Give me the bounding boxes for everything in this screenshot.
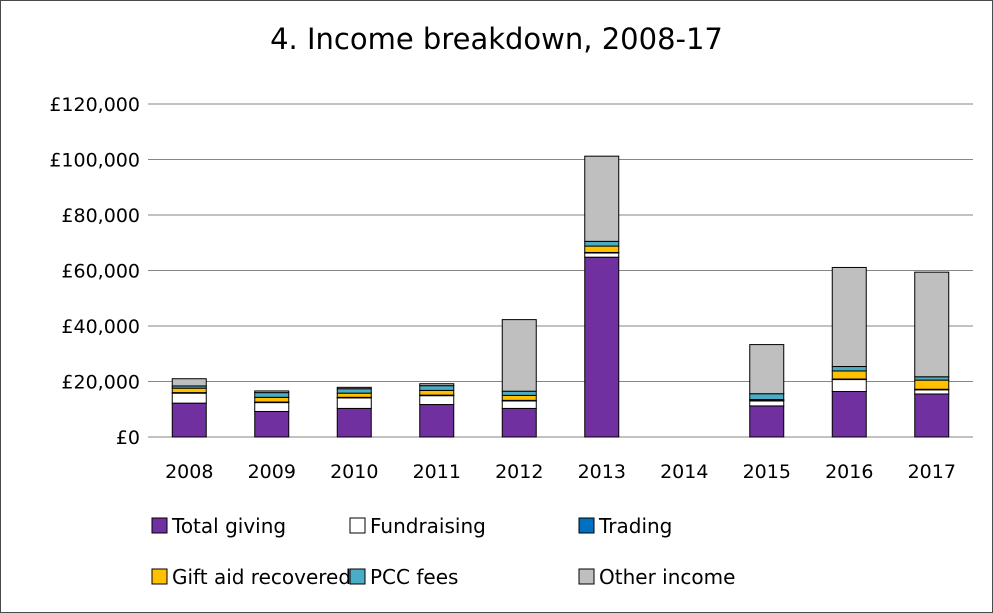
legend-swatch: [151, 568, 168, 585]
bar-segment: [831, 370, 867, 380]
bar-segment: [336, 392, 372, 398]
x-tick-label: 2012: [495, 461, 543, 483]
bar-segment: [914, 379, 950, 390]
bar-segment: [831, 266, 867, 368]
bar-segment: [501, 390, 537, 396]
y-tick-label: £20,000: [61, 372, 140, 394]
bar-segment: [749, 405, 785, 438]
y-axis-ticks: £0 £20,000 £40,000 £60,000 £80,000 £100,000 £1…: [49, 94, 140, 449]
bar-segment: [419, 385, 455, 391]
bar-segment: [584, 245, 620, 253]
x-tick-label: 2017: [908, 461, 956, 483]
bar-segment: [749, 344, 785, 395]
bar-segment: [584, 256, 620, 438]
x-tick-label: 2011: [413, 461, 461, 483]
bar-segment: [336, 397, 372, 409]
legend-label: Trading: [598, 514, 672, 538]
bar-segment: [749, 400, 785, 407]
chart-title: 4. Income breakdown, 2008-17: [270, 22, 723, 56]
y-tick-label: £100,000: [49, 150, 140, 172]
bar-segment: [419, 395, 455, 406]
bar-segment: [749, 393, 785, 401]
bar-segment: [336, 407, 372, 438]
bar-segment: [254, 410, 290, 438]
bar-segment: [419, 404, 455, 438]
legend-swatch: [349, 568, 366, 585]
x-tick-label: 2009: [248, 461, 296, 483]
legend-label: Fundraising: [370, 514, 486, 538]
bar-segment: [254, 392, 290, 398]
bar-segment: [171, 387, 207, 394]
x-tick-label: 2013: [578, 461, 626, 483]
x-tick-label: 2008: [165, 461, 213, 483]
y-tick-label: £80,000: [61, 205, 140, 227]
bar-segment: [419, 389, 455, 396]
legend-swatch: [349, 517, 366, 534]
bar-segment: [914, 271, 950, 378]
bar-segment: [501, 400, 537, 409]
legend-label: Other income: [599, 565, 735, 589]
y-tick-label: £40,000: [61, 316, 140, 338]
bar-segment: [501, 319, 537, 392]
x-tick-label: 2010: [330, 461, 378, 483]
bar-segment: [914, 389, 950, 395]
bar-segment: [336, 388, 372, 394]
bars-layer: [171, 155, 950, 438]
legend-label: Gift aid recovered: [172, 565, 351, 589]
bar-segment: [419, 383, 455, 387]
legend-label: PCC fees: [370, 565, 458, 589]
bar-segment: [254, 396, 290, 403]
x-tick-label: 2014: [660, 461, 708, 483]
legend: Total giving Fundraising Trading Gift aid r…: [151, 514, 735, 589]
legend-swatch: [151, 517, 168, 534]
y-tick-label: £120,000: [49, 94, 140, 116]
bar-segment: [171, 378, 207, 387]
bar-segment: [831, 390, 867, 438]
bar-segment: [914, 393, 950, 438]
bar-segment: [584, 252, 620, 258]
x-tick-label: 2015: [743, 461, 791, 483]
bar-segment: [584, 155, 620, 242]
bar-segment: [501, 407, 537, 438]
y-tick-label: £0: [116, 427, 140, 449]
y-tick-label: £60,000: [61, 261, 140, 283]
bar-segment: [254, 402, 290, 412]
bar-segment: [831, 379, 867, 392]
bar-segment: [254, 390, 290, 394]
legend-swatch: [578, 517, 595, 534]
bar-segment: [336, 386, 372, 390]
legend-swatch: [578, 568, 595, 585]
bar-segment: [171, 402, 207, 438]
legend-label: Total giving: [171, 514, 286, 538]
x-tick-label: 2016: [825, 461, 873, 483]
x-axis-ticks: 2008 2009 2010 2011 2012 2013 2014 2015 2016 2017: [165, 461, 956, 483]
bar-segment: [831, 366, 867, 372]
bar-segment: [584, 240, 620, 247]
bar-segment: [171, 392, 207, 404]
bar-segment: [501, 394, 537, 401]
